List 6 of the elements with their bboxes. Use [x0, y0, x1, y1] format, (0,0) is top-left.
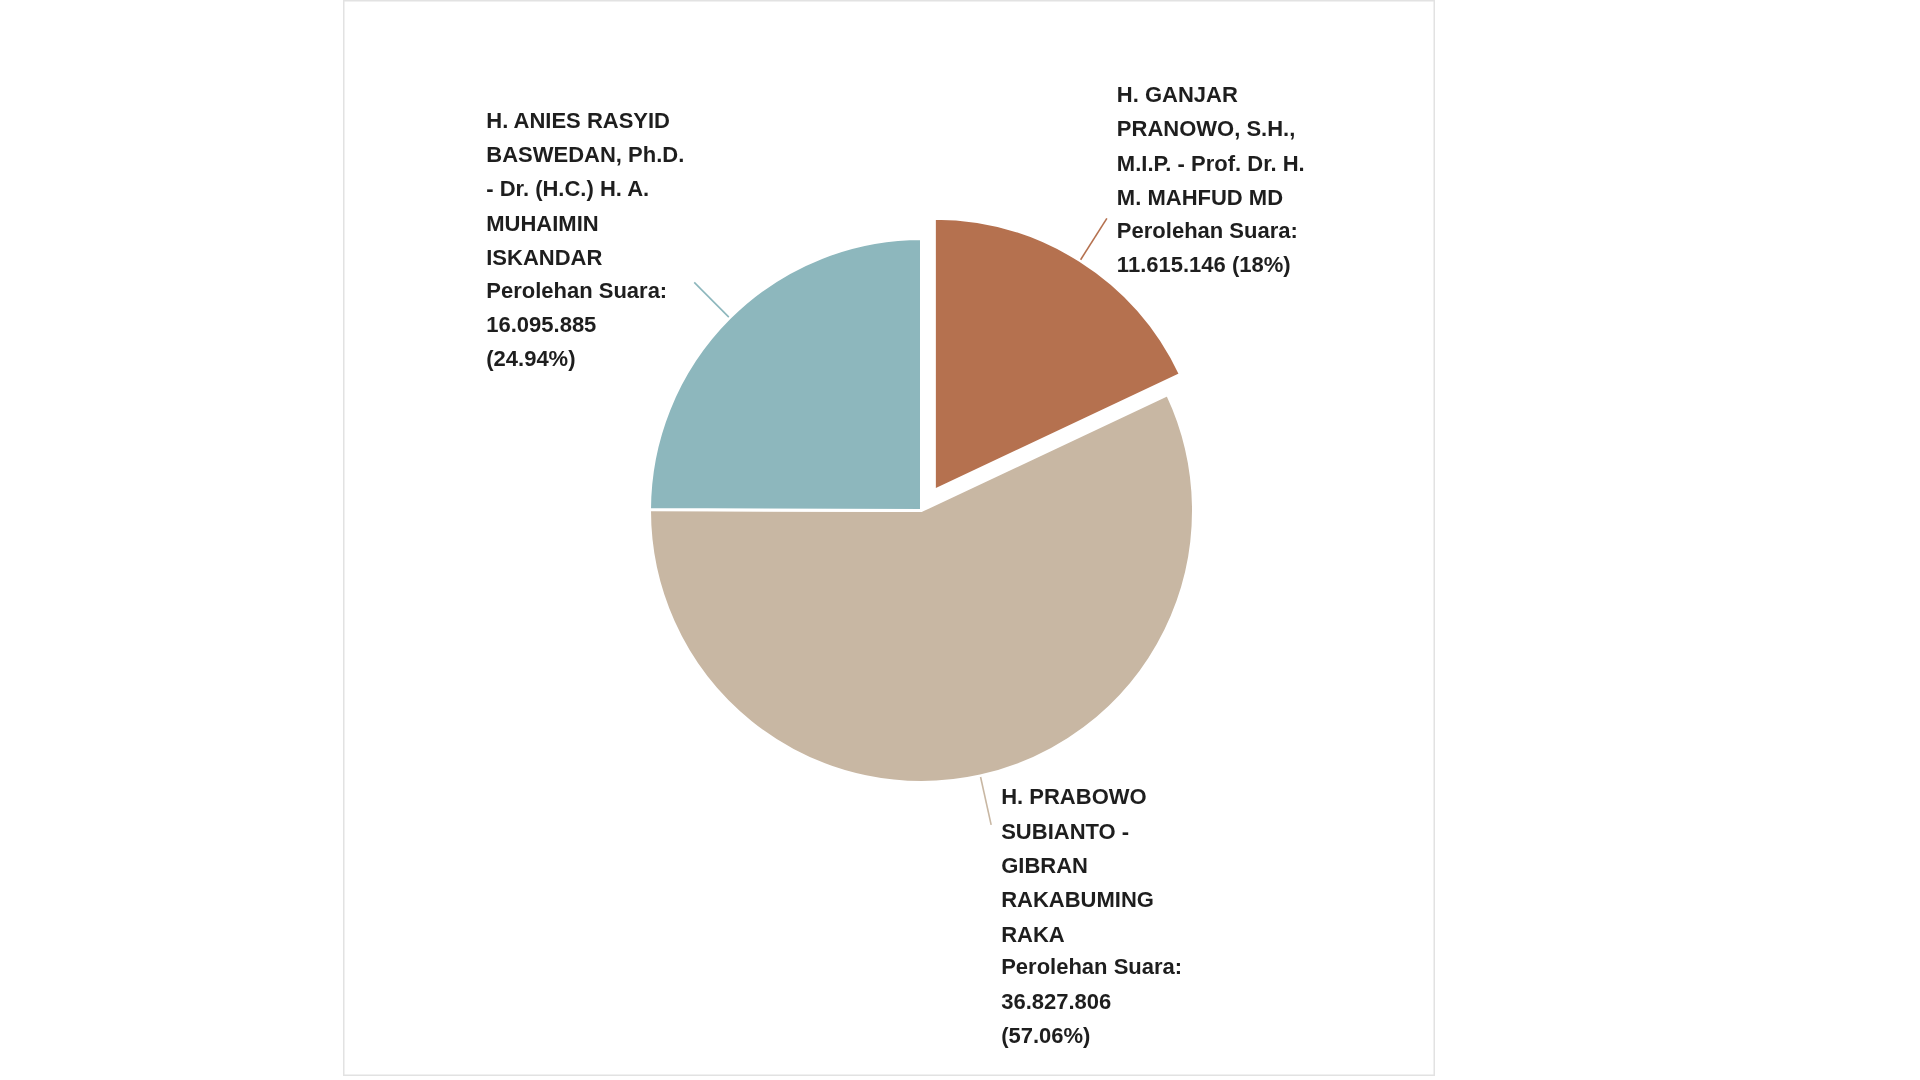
data-label: Perolehan Suara: 16.095.885 (24.94%) — [486, 277, 668, 372]
slice-label: H. GANJAR PRANOWO, S.H., M.I.P. - Prof. Dr. H. M. MAHFUD MD — [1116, 81, 1305, 210]
data-label: Perolehan Suara: 11.615.146 (18%) — [1116, 217, 1298, 278]
data-label: Perolehan Suara: 36.827.806 (57.06%) — [1001, 954, 1183, 1049]
slice-label: H. PRABOWO SUBIANTO - GIBRAN RAKABUMING RAKA — [1001, 784, 1154, 947]
slice-label: H. ANIES RASYID BASWEDAN, Ph.D. - Dr. (H.C.) H. A. MUHAIMIN ISKANDAR — [486, 107, 685, 271]
